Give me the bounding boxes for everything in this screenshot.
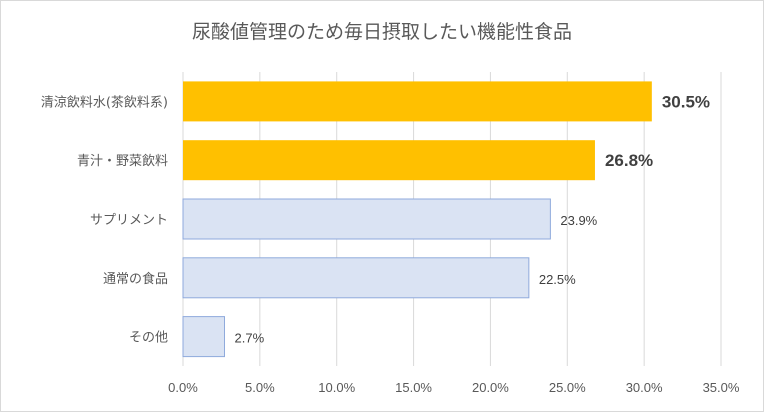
category-label: 清涼飲料水(茶飲料系)	[41, 94, 168, 110]
bars	[182, 81, 652, 358]
bar	[183, 140, 595, 181]
bar	[183, 81, 652, 122]
category-label: その他	[129, 331, 168, 346]
category-label: 通常の食品	[103, 271, 168, 287]
data-label: 26.8%	[605, 151, 653, 170]
bar	[182, 257, 530, 299]
data-label: 23.9%	[560, 213, 597, 228]
category-label: サプリメント	[90, 213, 168, 228]
x-tick-label: 30.0%	[626, 380, 663, 395]
x-tick-label: 15.0%	[395, 380, 432, 395]
x-tick-label: 25.0%	[549, 380, 586, 395]
bar	[182, 198, 551, 240]
category-label: 青汁・野菜飲料	[77, 153, 168, 169]
x-tick-label: 20.0%	[472, 380, 509, 395]
data-labels: 30.5% 26.8% 23.9% 22.5% 2.7%	[235, 92, 711, 345]
bar	[182, 316, 226, 358]
x-tick-label: 10.0%	[318, 380, 355, 395]
chart-title: 尿酸値管理のため毎日摂取したい機能性食品	[192, 21, 572, 43]
x-tick-label: 5.0%	[245, 380, 275, 395]
data-label: 2.7%	[235, 331, 265, 346]
x-tick-label: 0.0%	[168, 380, 198, 395]
data-label: 22.5%	[539, 272, 576, 287]
x-axis-ticks: 0.0% 5.0% 10.0% 15.0% 20.0% 25.0% 30.0% 35.0%	[168, 380, 740, 395]
x-tick-label: 35.0%	[703, 380, 740, 395]
data-label: 30.5%	[662, 92, 710, 111]
